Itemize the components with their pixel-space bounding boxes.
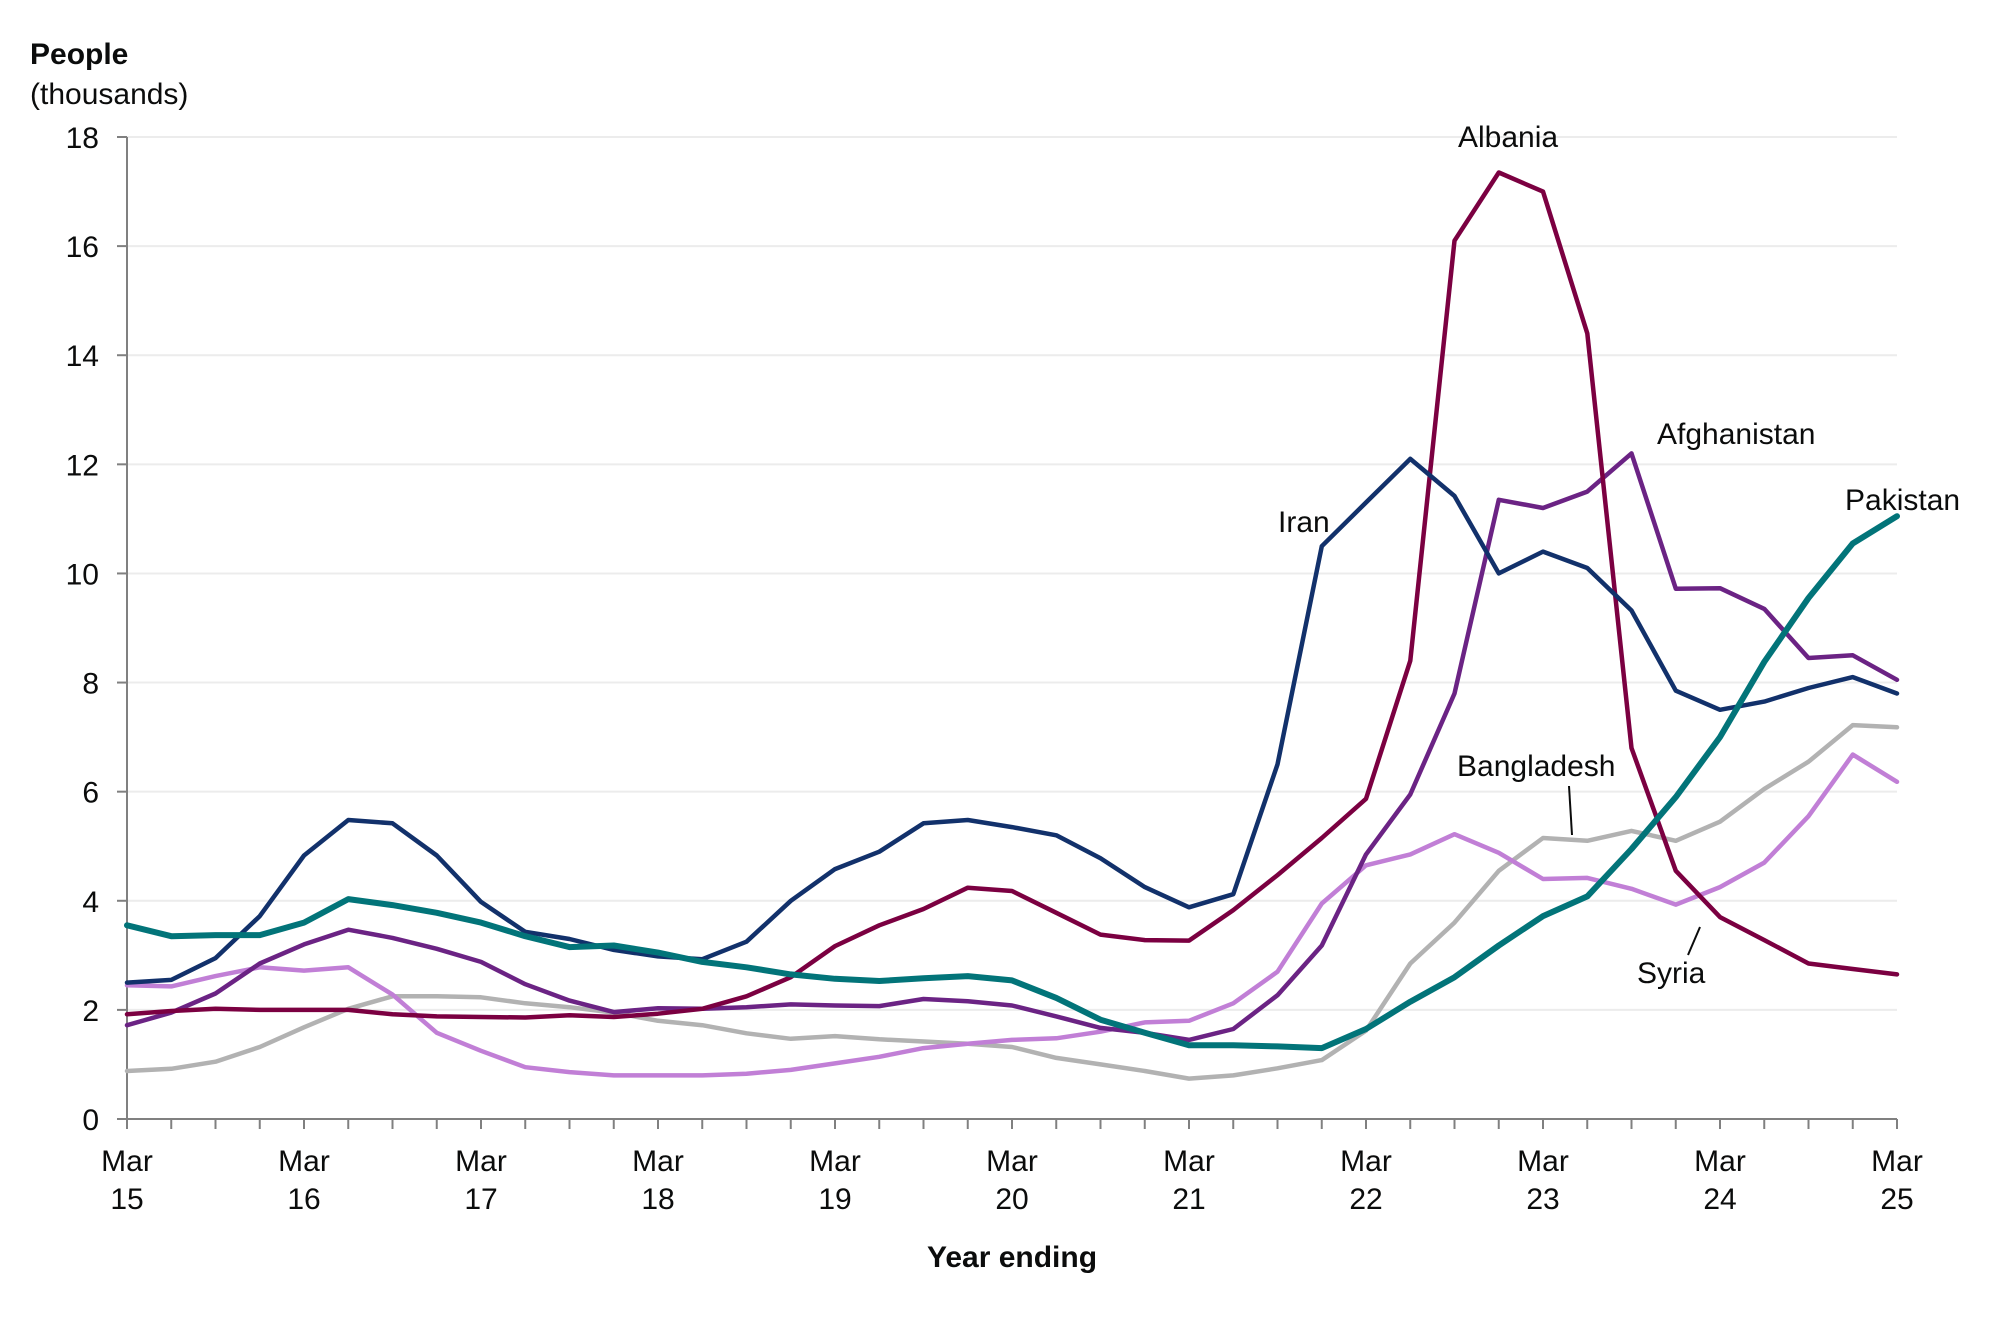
label-syria: Syria xyxy=(1637,957,1706,990)
x-tick-label: Mar xyxy=(1517,1145,1569,1178)
gridlines xyxy=(127,136,1897,1011)
x-tick-label: Mar xyxy=(1340,1145,1392,1178)
x-tick-label: Mar xyxy=(455,1145,507,1178)
x-tick-label: 19 xyxy=(818,1183,851,1216)
y-tick-label: 16 xyxy=(66,231,99,264)
series-line-iran xyxy=(124,456,1900,985)
y-tick-label: 6 xyxy=(82,777,99,810)
label-bangladesh: Bangladesh xyxy=(1457,750,1615,783)
y-axis-subtitle: (thousands) xyxy=(30,78,188,111)
y-tick-label: 12 xyxy=(66,449,99,482)
y-tick-label: 14 xyxy=(66,340,99,373)
bangladesh-leader-line xyxy=(1568,785,1573,836)
x-tick-label: 23 xyxy=(1526,1183,1559,1216)
y-tick-label: 0 xyxy=(82,1104,99,1137)
x-tick-label: Mar xyxy=(1871,1145,1923,1178)
series-line-syria xyxy=(124,752,1900,1078)
series-lines xyxy=(124,170,1900,1081)
x-tick-label: 21 xyxy=(1172,1183,1205,1216)
y-axis-title: People xyxy=(30,38,128,71)
x-tick-label: Mar xyxy=(278,1145,330,1178)
label-afghanistan: Afghanistan xyxy=(1657,418,1815,451)
syria-leader-line xyxy=(1687,926,1701,956)
series-line-bangladesh xyxy=(124,722,1900,1081)
label-albania: Albania xyxy=(1458,121,1558,154)
series-line-pakistan xyxy=(124,513,1900,1052)
x-tick-label: 22 xyxy=(1349,1183,1382,1216)
series-line-albania xyxy=(124,170,1900,1020)
y-tick-label: 10 xyxy=(66,558,99,591)
x-tick-label: Mar xyxy=(1694,1145,1746,1178)
x-tick-label: Mar xyxy=(632,1145,684,1178)
x-tick-label: Mar xyxy=(809,1145,861,1178)
x-tick-label: 24 xyxy=(1703,1183,1736,1216)
x-tick-label: 25 xyxy=(1880,1183,1913,1216)
y-tick-label: 2 xyxy=(82,995,99,1028)
x-tick-label: 18 xyxy=(641,1183,674,1216)
y-axis-ticks: 0 2 4 6 8 10 12 14 16 18 xyxy=(66,122,127,1137)
y-tick-label: 4 xyxy=(82,886,99,919)
label-iran: Iran xyxy=(1278,506,1330,539)
x-tick-label: 20 xyxy=(995,1183,1028,1216)
x-tick-label: Mar xyxy=(101,1145,153,1178)
x-axis-title: Year ending xyxy=(927,1241,1097,1274)
x-tick-label: 16 xyxy=(287,1183,320,1216)
x-tick-label: Mar xyxy=(1163,1145,1215,1178)
x-tick-label: 17 xyxy=(464,1183,497,1216)
x-tick-label: 15 xyxy=(110,1183,143,1216)
label-pakistan: Pakistan xyxy=(1845,484,1960,517)
x-tick-label: Mar xyxy=(986,1145,1038,1178)
x-axis-ticks: Mar 15 Mar 16 Mar 17 Mar 18 Mar 19 Mar 20 Mar 21 Mar 22… xyxy=(101,1119,1923,1216)
y-tick-label: 18 xyxy=(66,122,99,155)
y-tick-label: 8 xyxy=(82,668,99,701)
